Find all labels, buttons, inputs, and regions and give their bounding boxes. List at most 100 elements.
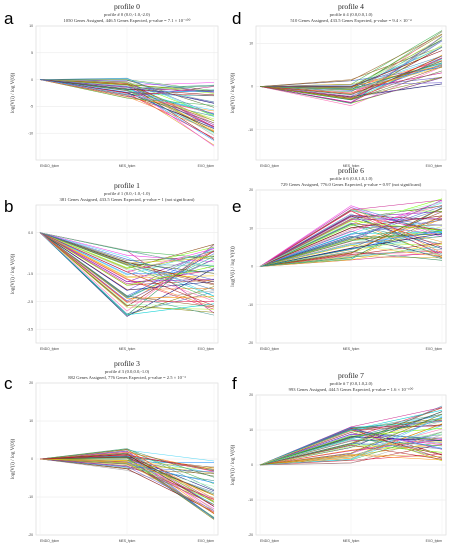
panel-title: profile 4 <box>338 2 364 11</box>
x-tick-label: EXO_fpkm <box>198 164 215 168</box>
panel-subtitle: profile # 1 (0.0,-1.0,-1.0) <box>104 191 150 197</box>
series-line <box>39 232 215 271</box>
y-tick-label: -10 <box>248 498 253 502</box>
series-line <box>39 79 215 108</box>
panel-title: profile 3 <box>114 359 140 368</box>
series-line <box>39 232 215 285</box>
series-line <box>259 210 443 267</box>
series-line <box>39 232 215 286</box>
series-line <box>259 219 443 267</box>
series-line <box>259 444 443 466</box>
panel-title: profile 1 <box>114 181 140 190</box>
series-line <box>39 454 215 472</box>
panel-title: profile 7 <box>338 371 364 380</box>
series-line <box>259 82 443 87</box>
x-tick-label: MES_fpkm <box>119 347 136 351</box>
series-line <box>39 232 215 313</box>
y-tick-label: 0 <box>251 265 253 269</box>
panel-subtitle-stats: 381 Genes Assigned, 433.5 Genes Expected… <box>60 197 195 203</box>
series-line <box>259 220 443 267</box>
series-line <box>259 60 443 95</box>
y-axis-label: log(V(i) / log V(0)) <box>9 439 16 480</box>
x-tick-label: ENDO_fpkm <box>260 164 279 168</box>
series-line <box>259 421 443 466</box>
x-tick-label: EXO_fpkm <box>198 539 215 543</box>
series-line <box>39 232 215 270</box>
series-line <box>259 232 443 267</box>
series-line <box>259 423 443 466</box>
x-tick-label: MES_fpkm <box>119 164 136 168</box>
x-tick-label: ENDO_fpkm <box>260 347 279 351</box>
series-line <box>39 452 215 503</box>
series-line <box>39 232 215 262</box>
series-line <box>259 199 443 267</box>
series-line <box>259 453 443 466</box>
series-line <box>259 245 443 267</box>
y-tick-label: 20 <box>249 188 253 192</box>
y-tick-label: -10 <box>248 303 253 307</box>
series-line <box>259 46 443 87</box>
panel-letter: b <box>4 197 13 216</box>
x-tick-label: EXO_fpkm <box>198 347 215 351</box>
series-line <box>39 79 215 93</box>
series-line <box>259 430 443 466</box>
series-line <box>259 442 443 466</box>
series-line <box>39 232 215 303</box>
series-line <box>259 66 443 106</box>
y-tick-label: -3.5 <box>27 327 33 331</box>
y-tick-label: 0 <box>251 85 253 89</box>
y-tick-label: 20 <box>249 393 253 397</box>
y-axis-label: log(V(i) / log V(0)) <box>229 73 236 114</box>
series-line <box>39 458 215 500</box>
series-line <box>259 440 443 466</box>
series-line <box>259 208 443 267</box>
series-line <box>259 235 443 267</box>
series-line <box>259 416 443 466</box>
series-line <box>259 437 443 466</box>
panel-title: profile 6 <box>338 166 364 175</box>
y-tick-label: -2.5 <box>27 300 33 304</box>
panel-letter: a <box>4 9 14 28</box>
series-line <box>39 232 215 307</box>
panel-subtitle-stats: 882 Genes Assigned, 776 Genes Expected, … <box>68 375 186 381</box>
series-line <box>259 243 443 267</box>
x-tick-label: MES_fpkm <box>343 164 360 168</box>
series-line <box>259 205 443 267</box>
series-line <box>39 232 215 297</box>
series-line <box>39 79 215 132</box>
panel-subtitle: profile # 0 (0.0,-1.0,-2.0) <box>104 12 150 18</box>
y-tick-label: -10 <box>28 495 33 499</box>
series-line <box>39 448 215 478</box>
series-line <box>39 232 215 307</box>
series-line <box>259 198 443 267</box>
series-line <box>259 201 443 267</box>
series-line <box>259 30 443 97</box>
series-line <box>259 233 443 267</box>
y-tick-label: 0 <box>31 457 33 461</box>
series-line <box>259 50 443 88</box>
y-tick-label: -20 <box>248 341 253 345</box>
x-tick-label: MES_fpkm <box>119 539 136 543</box>
series-line <box>259 230 443 267</box>
y-tick-label: 20 <box>29 381 33 385</box>
series-line <box>259 434 443 466</box>
x-tick-label: ENDO_fpkm <box>40 347 59 351</box>
y-tick-label: 5 <box>31 51 33 55</box>
panel-subtitle: profile # 4 (0.0,0.0,1.0) <box>330 12 373 18</box>
y-tick-label: 10 <box>249 226 253 230</box>
series-line <box>39 232 215 281</box>
y-tick-label: -20 <box>28 533 33 537</box>
series-line <box>39 79 215 106</box>
panel-letter: f <box>232 374 237 393</box>
x-tick-label: EXO_fpkm <box>426 164 443 168</box>
series-line <box>39 232 215 316</box>
series-line <box>39 458 215 505</box>
series-line <box>259 434 443 466</box>
series-line <box>259 246 443 267</box>
series-line <box>259 214 443 267</box>
x-tick-label: EXO_fpkm <box>426 347 443 351</box>
